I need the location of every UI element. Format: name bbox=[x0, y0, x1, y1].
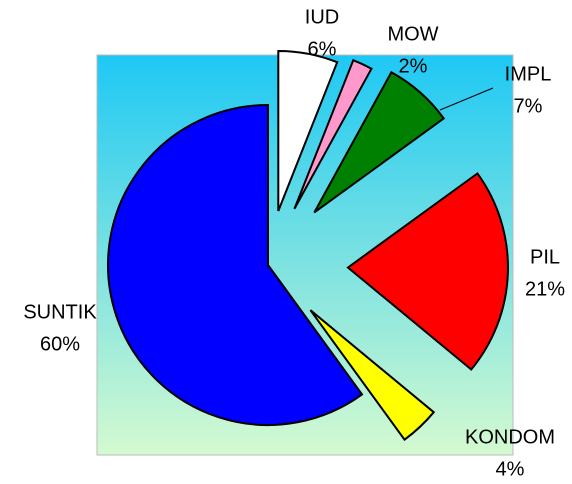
slice-label: SUNTIK bbox=[23, 301, 97, 323]
slice-value-label: 6% bbox=[308, 38, 337, 60]
slice-value-label: 4% bbox=[496, 458, 525, 479]
leader-line bbox=[439, 87, 494, 111]
slice-value-label: 21% bbox=[525, 278, 565, 300]
slice-label: MOW bbox=[387, 23, 438, 45]
slice-value-label: 7% bbox=[514, 95, 543, 117]
slice-value-label: 2% bbox=[399, 55, 428, 77]
slice-value-label: 60% bbox=[40, 333, 80, 355]
pie-slice bbox=[346, 172, 509, 371]
slice-label: IMPL bbox=[505, 63, 552, 85]
slice-label: PIL bbox=[530, 246, 560, 268]
pie-slice bbox=[309, 309, 436, 442]
pie-slice bbox=[277, 49, 339, 212]
pie-slice bbox=[293, 58, 373, 210]
slice-label: IUD bbox=[305, 6, 339, 28]
pie-slice bbox=[107, 103, 364, 426]
slice-label: KONDOM bbox=[465, 426, 555, 448]
pie-slice bbox=[313, 70, 446, 214]
